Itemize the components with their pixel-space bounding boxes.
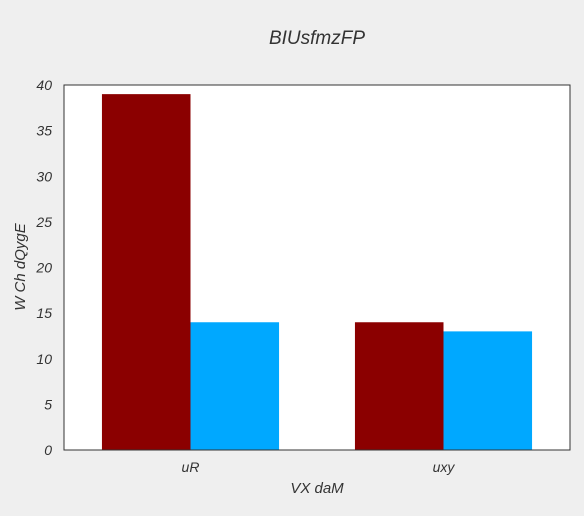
y-tick-label: 25: [35, 214, 52, 230]
x-axis-label: VX daM: [290, 480, 344, 497]
chart-title: BIUsfmzFP: [269, 28, 365, 49]
y-tick-label: 0: [44, 442, 52, 458]
bar-uxy-series-1: [354, 322, 444, 450]
y-tick-label: 15: [36, 305, 52, 321]
bar-uxy-series-2: [443, 331, 533, 451]
y-ticks-layer: 0 5 10 15 20 25 30 35 40: [35, 77, 52, 458]
x-tick-label: uR: [182, 459, 200, 475]
plot-frame: [63, 84, 571, 451]
y-tick-label: 10: [36, 351, 52, 367]
y-tick-label: 20: [35, 260, 52, 276]
y-tick-label: 30: [36, 168, 52, 184]
x-tick-label: uxy: [433, 459, 456, 475]
bars-layer: [101, 94, 533, 451]
y-tick-label: 5: [44, 396, 52, 412]
y-axis-label: W Ch dQygE: [12, 222, 29, 311]
bar-uR-series-1: [101, 94, 191, 451]
x-ticks-layer: uR uxy: [182, 459, 456, 475]
y-tick-label: 40: [36, 77, 52, 93]
y-tick-label: 35: [36, 123, 52, 139]
bar-uR-series-2: [190, 322, 280, 450]
